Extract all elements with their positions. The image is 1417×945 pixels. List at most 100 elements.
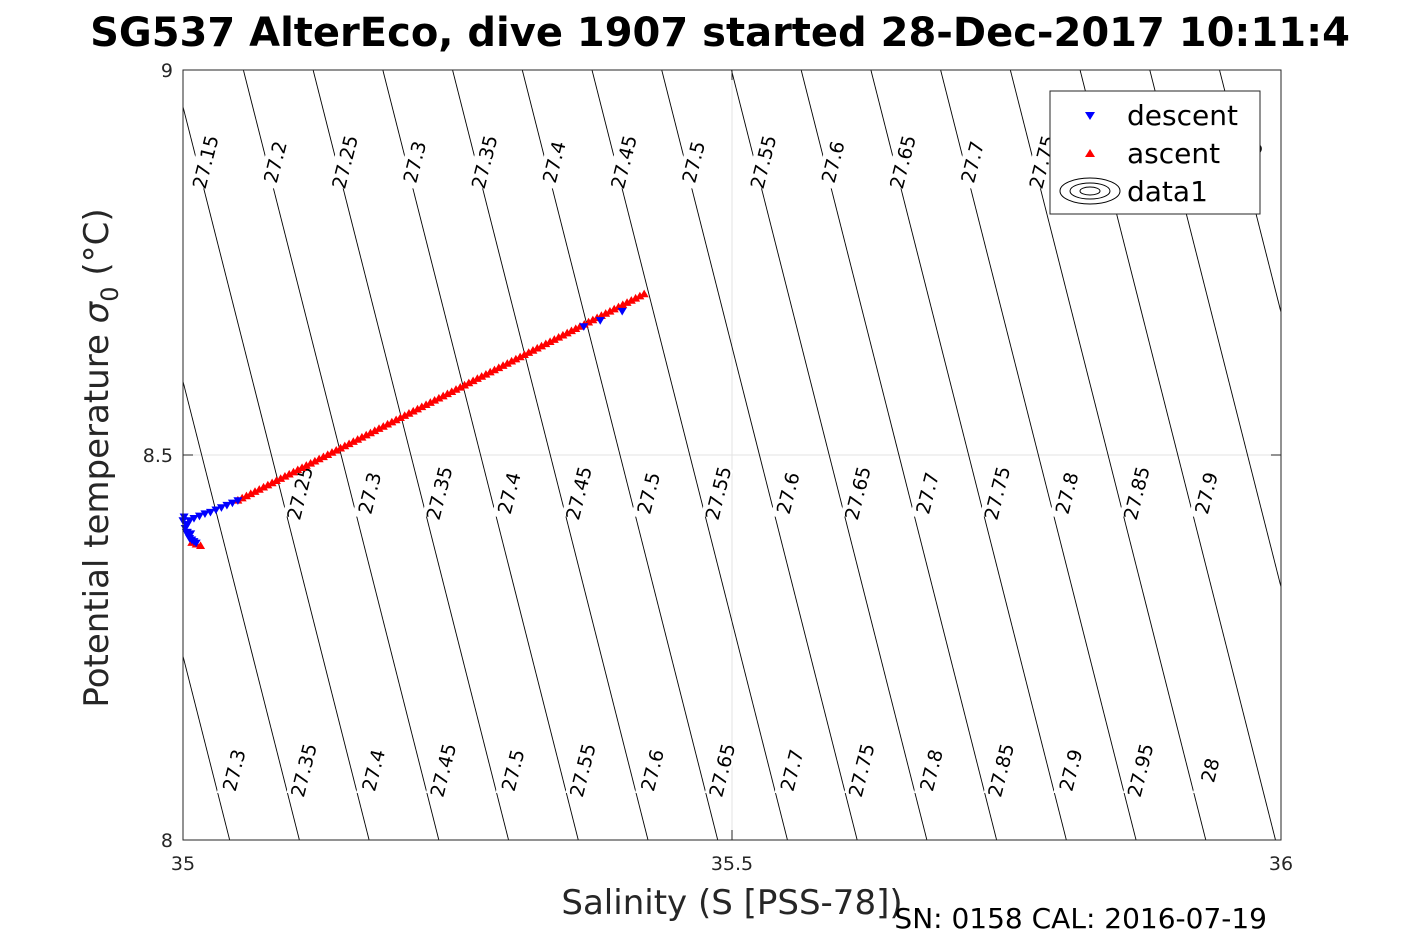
ascent-point: [365, 428, 375, 437]
ascent-point: [481, 369, 491, 378]
ascent-point: [622, 298, 632, 306]
grid: [183, 70, 1281, 840]
ascent-point: [336, 443, 346, 452]
ascent-point: [408, 406, 418, 415]
ascent-point: [489, 365, 499, 374]
ascent-point: [430, 396, 440, 404]
ascent-point: [434, 393, 444, 402]
descent-point: [205, 508, 215, 517]
descent-point: [579, 323, 589, 331]
legend-descent-marker: [1085, 112, 1095, 120]
ascent-point: [515, 352, 525, 361]
ascent-point: [383, 419, 393, 428]
ascent-point: [254, 485, 264, 493]
ascent-point: [318, 452, 328, 461]
ascent-point: [404, 409, 414, 417]
ascent-point: [374, 424, 384, 432]
descent-point: [179, 513, 189, 522]
ascent-point: [528, 346, 538, 354]
ascent-point: [370, 426, 380, 435]
ascent-point: [267, 478, 277, 487]
x-tick-label: 36: [1269, 853, 1293, 875]
ascent-point: [532, 343, 542, 352]
ascent-point: [413, 404, 423, 413]
ascent-point: [460, 380, 470, 389]
ascent-point: [545, 337, 555, 346]
y-axis-label: Potential temperature σ0 (°C): [77, 208, 124, 707]
ascent-point: [276, 474, 286, 482]
y-tick-label: 8: [161, 830, 173, 852]
ascent-point: [588, 315, 598, 324]
ascent-point: [301, 461, 311, 469]
y-tick-label: 8.5: [143, 445, 173, 467]
ascent-point: [618, 300, 628, 309]
isopycnal-label: 27.2: [257, 134, 292, 190]
isopycnal-line: [452, 70, 649, 840]
descent-point: [233, 497, 243, 505]
ascent-point: [447, 387, 457, 395]
descent-point: [216, 504, 226, 512]
descent-point: [227, 499, 237, 508]
ascent-point: [468, 376, 478, 385]
descent-point: [222, 501, 232, 510]
isopycnal-label: 27.35: [422, 464, 457, 522]
ascent-point: [314, 454, 324, 463]
legend-data1-label: data1: [1127, 175, 1208, 208]
ascent-point: [464, 378, 474, 387]
ascent-point: [293, 465, 303, 474]
ascent-point: [357, 432, 367, 441]
isopycnal-line: [870, 70, 1067, 840]
ascent-point: [485, 367, 495, 376]
ascent-point: [421, 400, 431, 409]
isopycnal-line: [183, 654, 231, 840]
ascent-point: [609, 304, 619, 313]
ascent-point: [537, 341, 547, 350]
ascent-point: [477, 372, 487, 380]
ascent-point: [519, 350, 529, 359]
ascent-point: [425, 398, 435, 406]
legend-ascent-label: ascent: [1127, 137, 1220, 170]
ascent-point: [554, 333, 564, 341]
descent-point: [185, 517, 195, 525]
ascent-point: [562, 328, 572, 337]
ascent-point: [288, 467, 298, 476]
isopycnal-line: [183, 104, 370, 840]
ascent-point: [400, 411, 410, 419]
isopycnal-line: [1009, 70, 1207, 840]
ascent-point: [284, 469, 294, 478]
ascent-point: [280, 472, 290, 480]
isopycnal-label: 28: [1192, 742, 1226, 798]
ascent-point: [344, 439, 354, 448]
ascent-point: [297, 463, 307, 471]
ascent-point: [196, 541, 206, 550]
descent-point: [189, 514, 199, 523]
ascent-point: [353, 435, 363, 443]
ascent-point: [387, 417, 397, 426]
ascent-point: [549, 335, 559, 343]
ascent-point: [596, 311, 606, 319]
ascent-point: [631, 293, 641, 302]
descent-point: [617, 307, 627, 316]
ascent-point: [263, 480, 273, 489]
descent-point: [191, 539, 201, 548]
ascent-point: [306, 459, 316, 467]
ascent-point: [635, 291, 645, 300]
isopycnal-line: [591, 70, 788, 840]
ascent-point: [442, 389, 452, 398]
ascent-point: [250, 487, 260, 495]
ascent-point: [271, 476, 281, 485]
x-tick-label: 35: [171, 853, 195, 875]
ascent-point: [451, 385, 461, 393]
isopycnal-line: [800, 70, 998, 840]
ascent-point: [348, 437, 358, 445]
ascent-point: [327, 448, 337, 456]
descent-point: [186, 530, 196, 539]
legend-descent-label: descent: [1127, 99, 1238, 132]
legend-box: [1049, 90, 1261, 215]
descent-point: [211, 506, 221, 515]
ascent-point: [361, 430, 371, 439]
ascent-point: [502, 359, 512, 367]
ascent-point: [626, 296, 636, 304]
axis-ticks: 35 35.5 36 8 8.5 9: [143, 60, 1293, 875]
